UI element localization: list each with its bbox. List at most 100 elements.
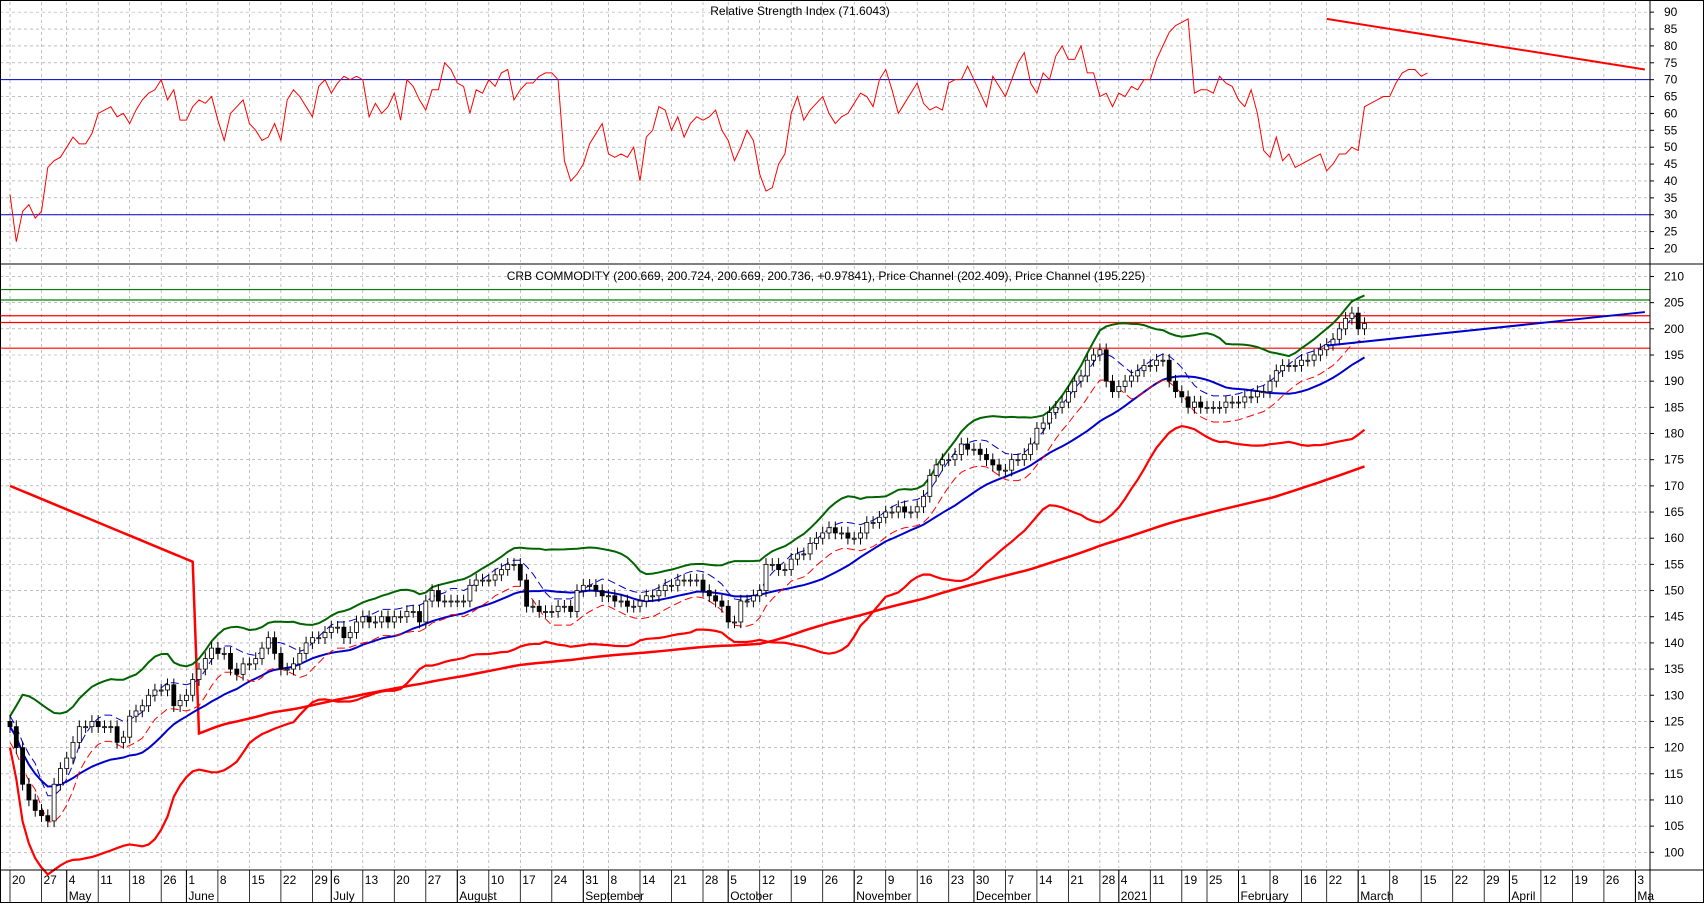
x-date-label: 4: [69, 873, 76, 887]
candle-body: [76, 726, 82, 743]
candle-body: [795, 553, 800, 560]
candle-body: [751, 595, 756, 602]
candle-body: [246, 663, 252, 666]
price-y-tick-label: 205: [1664, 296, 1684, 310]
x-date-label: 25: [1209, 873, 1223, 887]
candle-body: [656, 590, 662, 597]
x-date-label: 18: [132, 873, 146, 887]
candle-body: [713, 595, 718, 602]
candle-body: [1280, 365, 1285, 372]
lower-band: [8, 424, 1366, 877]
price-y-tick-label: 185: [1664, 400, 1684, 414]
rsi-panel: 20 25 30 35 40 45 50 55 60 65 70 75 80 85 90: [0, 2, 1678, 262]
candle-body: [1362, 323, 1367, 330]
x-month-label: September: [585, 889, 644, 903]
candle-body: [744, 600, 750, 603]
x-date-label: 19: [793, 873, 807, 887]
candle-body: [933, 464, 939, 476]
rsi-y-tick-label: 35: [1664, 191, 1678, 205]
candle-body: [492, 574, 498, 581]
x-date-label: 24: [554, 873, 568, 887]
x-date-label: 13: [365, 873, 379, 887]
x-date-label: 23: [951, 873, 965, 887]
candle-body: [902, 506, 907, 513]
candle-body: [1198, 401, 1204, 408]
candle-body: [895, 506, 901, 513]
candle-body: [870, 522, 876, 524]
candle-body: [391, 616, 397, 623]
candle-body: [952, 454, 958, 461]
x-date-label: 16: [919, 873, 933, 887]
x-date-label: 8: [1272, 873, 1279, 887]
candle-body: [39, 810, 44, 817]
price-y-tick-label: 125: [1664, 714, 1684, 728]
candle-body: [127, 715, 133, 738]
candle-body: [114, 726, 120, 743]
rsi-y-tick-label: 60: [1664, 106, 1678, 120]
candle-body: [1129, 375, 1134, 382]
candle-body: [625, 600, 630, 607]
candle-body: [228, 652, 233, 670]
candle-body: [221, 652, 227, 655]
rsi-y-tick-label: 90: [1664, 5, 1678, 19]
candle-body: [839, 532, 844, 535]
candle-body: [183, 694, 189, 701]
candle-body: [1179, 391, 1185, 398]
candle-body: [574, 590, 580, 612]
candle-body: [1122, 380, 1128, 387]
candle-body: [643, 595, 649, 602]
rsi-y-tick-label: 25: [1664, 225, 1678, 239]
candle-body: [146, 694, 152, 707]
x-date-label: 20: [396, 873, 410, 887]
candle-body: [64, 757, 70, 769]
candle-body: [1003, 469, 1008, 472]
candle-body: [864, 522, 870, 534]
rsi-y-tick-label: 40: [1664, 174, 1678, 188]
x-date-label: 27: [428, 873, 442, 887]
candle-body: [498, 569, 504, 576]
x-date-label: 26: [1606, 873, 1620, 887]
candle-body: [820, 532, 826, 539]
x-date-label: 31: [585, 873, 599, 887]
candle-body: [1210, 406, 1216, 409]
candle-body: [297, 652, 303, 665]
candle-body: [347, 632, 353, 639]
candle-body: [1078, 375, 1084, 382]
candle-body: [946, 459, 952, 462]
candle-body: [1141, 365, 1147, 372]
price-y-tick-label: 200: [1664, 322, 1684, 336]
candle-body: [1040, 422, 1046, 429]
x-date-label: 22: [283, 873, 297, 887]
candle-body: [366, 616, 372, 623]
price-y-tick-label: 150: [1664, 584, 1684, 598]
candle-body: [669, 584, 674, 587]
x-date-label: 8: [1392, 873, 1399, 887]
rsi-line: [9, 18, 1428, 242]
candle-body: [284, 668, 290, 671]
x-date-label: 16: [1304, 873, 1318, 887]
candle-body: [1242, 396, 1248, 403]
x-date-label: 20: [12, 873, 26, 887]
price-y-tick-label: 195: [1664, 348, 1684, 362]
x-date-label: 9: [888, 873, 895, 887]
x-date-label: 12: [1543, 873, 1557, 887]
x-date-label: 28: [705, 873, 719, 887]
rsi-y-tick-label: 55: [1664, 123, 1678, 137]
candle-body: [461, 600, 467, 603]
candle-body: [524, 579, 529, 607]
x-month-label: November: [856, 889, 911, 903]
candle-body: [1292, 365, 1298, 367]
candle-body: [977, 448, 983, 455]
candle-body: [763, 563, 769, 591]
candle-body: [259, 647, 265, 660]
lower-price-channel: [9, 337, 1365, 823]
candle-body: [1349, 312, 1355, 319]
candle-body: [467, 584, 473, 602]
candle-body: [133, 710, 139, 717]
candle-body: [83, 726, 88, 729]
candle-body: [480, 579, 485, 582]
candle-body: [1267, 380, 1273, 393]
candle-body: [70, 741, 76, 759]
candle-body: [612, 595, 618, 602]
